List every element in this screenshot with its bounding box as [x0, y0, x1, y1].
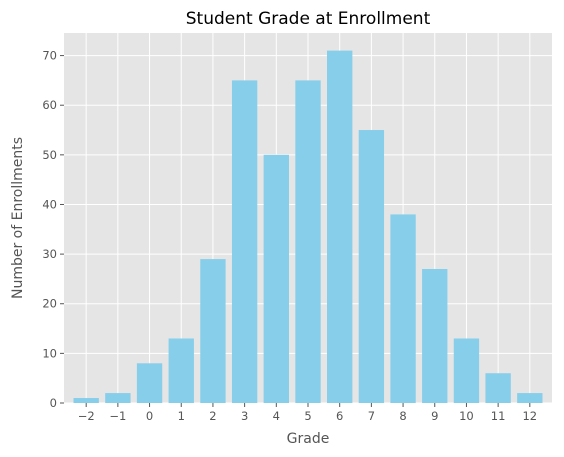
bar-5 [295, 80, 321, 404]
x-tick-label: 2 [209, 409, 216, 423]
x-tick-label: 10 [459, 409, 474, 423]
bar-8 [390, 214, 416, 403]
x-tick-label: 9 [431, 409, 438, 423]
y-tick-label: 10 [42, 346, 57, 360]
y-tick-label: 60 [42, 98, 57, 112]
bar-1 [168, 338, 194, 403]
bar-−2 [73, 398, 99, 403]
x-tick-label: 7 [368, 409, 375, 423]
bar-−1 [105, 393, 131, 403]
bars [73, 50, 543, 404]
bar-3 [231, 80, 258, 404]
x-tick-label: 4 [273, 409, 280, 423]
x-tick-label: −2 [78, 409, 95, 423]
bar-7 [358, 130, 385, 403]
bar-2 [200, 259, 226, 403]
x-tick-label: 12 [522, 409, 537, 423]
x-axis-label: Grade [287, 431, 330, 447]
chart-title: Student Grade at Enrollment [186, 9, 431, 29]
bar-0 [136, 363, 163, 403]
y-axis-ticks: 0 10 20 30 40 50 60 70 [42, 49, 64, 410]
x-tick-label: 11 [491, 409, 506, 423]
y-tick-label: 30 [42, 247, 57, 261]
x-tick-label: 1 [178, 409, 185, 423]
bar-10 [453, 338, 480, 403]
bar-12 [517, 393, 543, 403]
y-tick-label: 50 [42, 148, 57, 162]
x-tick-label: 0 [146, 409, 153, 423]
y-axis-label: Number of Enrollments [10, 137, 26, 299]
x-tick-label: 8 [399, 409, 406, 423]
x-tick-label: −1 [109, 409, 126, 423]
bar-11 [485, 373, 511, 403]
x-axis-ticks: −2 −1 0 1 2 3 4 5 6 7 8 9 10 11 12 [78, 403, 537, 423]
y-tick-label: 20 [42, 297, 57, 311]
bar-6 [327, 50, 353, 403]
x-tick-label: 5 [304, 409, 311, 423]
y-tick-label: 40 [42, 197, 57, 211]
y-tick-label: 0 [50, 396, 57, 410]
bar-4 [263, 154, 289, 403]
x-tick-label: 3 [241, 409, 248, 423]
bar-9 [422, 268, 448, 403]
x-tick-label: 6 [336, 409, 343, 423]
y-tick-label: 70 [42, 49, 57, 63]
